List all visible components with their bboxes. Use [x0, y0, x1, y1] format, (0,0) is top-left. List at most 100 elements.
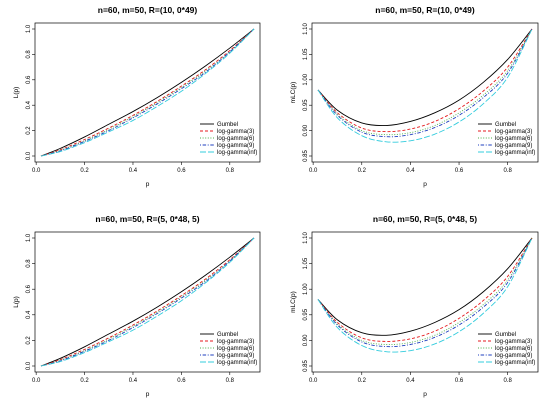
- legend: Gumbellog-gamma(3)log-gamma(6)log-gamma(…: [200, 122, 257, 156]
- legend-label: log-gamma(6): [495, 346, 532, 352]
- legend-label: Gumbel: [217, 332, 238, 338]
- chart-title: n=60, m=50, R=(5, 0*48, 5): [373, 214, 477, 224]
- x-axis-label: p: [423, 181, 427, 188]
- legend-label: Gumbel: [217, 122, 238, 128]
- y-tick-label: 0.6: [26, 284, 32, 293]
- y-tick-label: 0.4: [26, 100, 32, 109]
- y-tick-label: 1.00: [303, 73, 309, 85]
- y-tick-label: 1.0: [26, 233, 32, 242]
- x-tick-label: 0.4: [406, 378, 415, 384]
- x-tick-label: 0.6: [177, 378, 186, 384]
- series-line-5: [40, 28, 255, 157]
- y-axis-label: L(p): [13, 87, 20, 99]
- plot-frame: [34, 22, 261, 163]
- series-line-3: [317, 28, 533, 136]
- legend-label: log-gamma(9): [217, 353, 254, 359]
- y-tick-label: 0.85: [303, 150, 309, 162]
- x-axis-label: p: [423, 391, 427, 398]
- legend-label: log-gamma(6): [495, 136, 532, 142]
- y-tick-label: 0.85: [303, 360, 309, 372]
- panel-4: n=60, m=50, R=(5, 0*48, 5) 0.0 0.2 0.4 0.6 0.…: [290, 214, 539, 398]
- x-axis-label: p: [146, 181, 150, 188]
- plot-frame: [311, 22, 539, 163]
- legend-label: log-gamma(9): [217, 143, 254, 149]
- series-line-1: [317, 28, 533, 127]
- x-tick-label: 0.8: [226, 378, 235, 384]
- y-tick-label: 0.90: [303, 124, 309, 136]
- y-tick-label: 0.8: [26, 50, 32, 59]
- chart-title: n=60, m=50, R=(10, 0*49): [98, 5, 198, 15]
- x-tick-label: 0.6: [455, 378, 464, 384]
- y-tick-label: 1.10: [303, 23, 309, 35]
- x-tick-label: 0.4: [129, 378, 138, 384]
- legend: Gumbellog-gamma(3)log-gamma(6)log-gamma(…: [478, 122, 535, 156]
- legend-label: log-gamma(3): [495, 129, 532, 135]
- y-tick-label: 0.2: [26, 336, 32, 345]
- y-tick-label: 0.95: [303, 99, 309, 111]
- y-tick-label: 0.90: [303, 334, 309, 346]
- y-axis-label: mLC(p): [290, 82, 297, 104]
- legend-label: log-gamma(9): [495, 353, 532, 359]
- y-tick-label: 1.10: [303, 232, 309, 244]
- plot-frame: [34, 231, 261, 373]
- y-axis-label: L(p): [13, 296, 20, 308]
- plot-frame: [311, 231, 539, 373]
- panel-2: n=60, m=50, R=(10, 0*49) 0.0 0.2 0.4 0.6 0.8 0…: [290, 5, 539, 188]
- y-tick-label: 0.4: [26, 310, 32, 319]
- series-line-4: [40, 28, 255, 157]
- x-tick-label: 0.8: [504, 378, 513, 384]
- series-line-5: [317, 28, 533, 143]
- y-tick-label: 1.05: [303, 48, 309, 60]
- x-tick-label: 0.6: [455, 168, 464, 174]
- legend-label: log-gamma(9): [495, 143, 532, 149]
- legend-label: Gumbel: [495, 332, 516, 338]
- y-tick-label: 0.0: [26, 151, 32, 160]
- legend-label: log-gamma(inf): [217, 360, 257, 366]
- legend-label: log-gamma(inf): [495, 360, 535, 366]
- series-line-3: [40, 237, 255, 367]
- x-tick-label: 0.8: [504, 168, 513, 174]
- series-line-4: [317, 237, 533, 348]
- panel-3: n=60, m=50, R=(5, 0*48, 5) 0.0 0.2 0.4 0.6 0.…: [13, 214, 261, 398]
- legend-label: log-gamma(3): [495, 339, 532, 345]
- chart-title: n=60, m=50, R=(5, 0*48, 5): [95, 214, 199, 224]
- y-tick-label: 1.0: [26, 24, 32, 33]
- x-tick-label: 0.2: [80, 168, 89, 174]
- y-tick-label: 0.8: [26, 259, 32, 268]
- panel-1: n=60, m=50, R=(10, 0*49) 0.0 0.2 0.4 0.6 0.8 0…: [13, 5, 261, 188]
- legend: Gumbellog-gamma(3)log-gamma(6)log-gamma(…: [478, 332, 535, 366]
- x-tick-label: 0.0: [309, 168, 318, 174]
- series-line-3: [317, 237, 533, 346]
- y-axis-label: mLC(p): [290, 291, 297, 313]
- y-tick-label: 1.00: [303, 283, 309, 295]
- series-line-1: [317, 237, 533, 336]
- x-tick-label: 0.0: [32, 168, 41, 174]
- legend-label: Gumbel: [495, 122, 516, 128]
- series-line-1: [40, 237, 255, 367]
- x-tick-label: 0.6: [177, 168, 186, 174]
- legend-label: log-gamma(6): [217, 136, 254, 142]
- y-tick-label: 0.2: [26, 126, 32, 135]
- series-line-2: [40, 237, 255, 367]
- series-line-5: [40, 237, 255, 367]
- series-line-2: [40, 28, 255, 157]
- legend-label: log-gamma(inf): [495, 150, 535, 156]
- x-tick-label: 0.2: [80, 378, 89, 384]
- y-tick-label: 1.05: [303, 257, 309, 269]
- legend-label: log-gamma(3): [217, 339, 254, 345]
- x-tick-label: 0.2: [358, 168, 367, 174]
- x-tick-label: 0.0: [309, 378, 318, 384]
- legend-label: log-gamma(6): [217, 346, 254, 352]
- series-line-5: [317, 237, 533, 353]
- legend: Gumbellog-gamma(3)log-gamma(6)log-gamma(…: [200, 332, 257, 366]
- x-tick-label: 0.8: [226, 168, 235, 174]
- series-line-2: [317, 237, 533, 342]
- x-axis-label: p: [146, 391, 150, 398]
- y-tick-label: 0.95: [303, 308, 309, 320]
- legend-label: log-gamma(inf): [217, 150, 257, 156]
- series-line-4: [317, 28, 533, 138]
- x-tick-label: 0.4: [406, 168, 415, 174]
- y-tick-label: 0.6: [26, 75, 32, 84]
- series-line-1: [40, 28, 255, 157]
